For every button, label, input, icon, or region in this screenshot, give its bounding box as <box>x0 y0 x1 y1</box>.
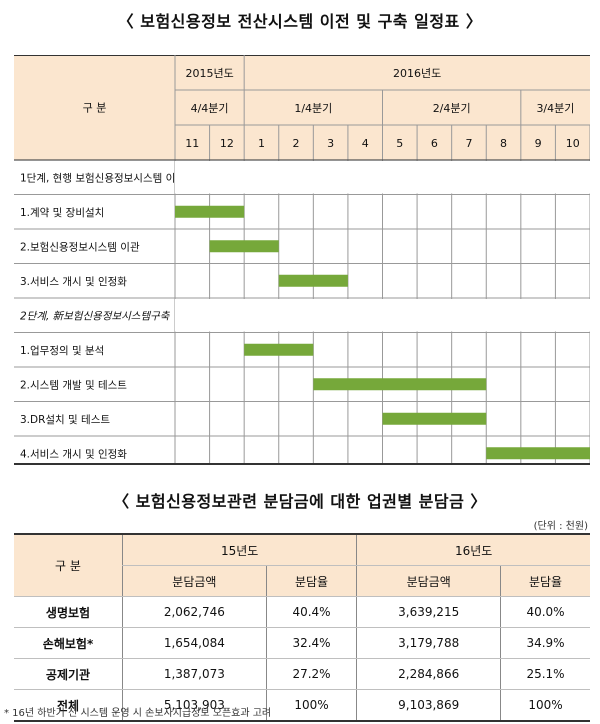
gantt-bar <box>175 205 245 218</box>
table-cell: 40.0% <box>500 596 590 628</box>
table-cell: 2,284,866 <box>356 658 501 690</box>
gantt-bar <box>244 343 314 356</box>
schedule-title: 〈 보험신용정보 전산시스템 이전 및 구축 일정표 〉 <box>117 12 483 31</box>
gantt-task-label: 3.서비스 개시 및 인정화 <box>20 276 127 288</box>
share-table: 구 분 15년도 16년도 분담금액 분담율 분담금액 분담율 생명보험 2,0… <box>14 533 590 722</box>
gantt-task-label: 2.보험신용정보시스템 이관 <box>20 241 140 253</box>
gantt-task-label: 1.계약 및 장비설치 <box>20 207 104 219</box>
category-header: 구 분 <box>83 102 107 115</box>
phase-row-blank <box>175 161 590 194</box>
table-row: 공제기관 1,387,073 27.2% 2,284,866 25.1% <box>14 658 590 690</box>
unit-label: (단위 : 천원) <box>533 521 588 532</box>
sub-header-rate: 분담율 <box>500 565 590 597</box>
table-cell: 9,103,869 <box>356 689 501 722</box>
gantt-task-label: 1.업무정의 및 분석 <box>20 344 104 357</box>
month-label: 6 <box>431 137 438 150</box>
gantt-bar <box>382 412 487 425</box>
gantt-task-label: 3.DR설치 및 테스트 <box>20 414 110 426</box>
table-cell: 1,387,073 <box>122 658 267 690</box>
quarter-label: 4/4분기 <box>191 102 229 115</box>
footnote: * 16년 하반기 신 시스템 운영 시 손보사지급정보 오픈효과 고려 <box>4 708 272 719</box>
table-cell: 100% <box>265 689 357 722</box>
month-label: 12 <box>220 137 234 150</box>
gantt-bar <box>209 240 279 253</box>
gantt-bar <box>486 447 590 460</box>
gantt-phase-label: 1단계, 현행 보험신용정보시스템 이전 및 구축 <box>20 172 221 184</box>
table-cell: 1,654,084 <box>122 627 267 659</box>
schedule-gantt-chart: 2015년도 2016년도 4/4분기 1/4분기 2/4분기 3/4분기 11 12 1 2 3 4… <box>14 55 590 465</box>
table-row-total: 전체 5,103,903 100% 9,103,869 100% <box>14 689 590 722</box>
month-label: 9 <box>535 137 542 150</box>
row-name: 공제기관 <box>14 658 123 690</box>
quarter-label: 3/4분기 <box>536 102 574 115</box>
table-cell: 3,179,788 <box>356 627 501 659</box>
phase-row-blank <box>175 299 590 332</box>
year-label: 2016년도 <box>393 67 441 80</box>
year-label: 2015년도 <box>185 67 233 80</box>
sub-header-amount: 분담금액 <box>122 565 267 597</box>
row-name: 생명보험 <box>14 596 123 628</box>
table-row: 생명보험 2,062,746 40.4% 3,639,215 40.0% <box>14 596 590 628</box>
gantt-bar <box>313 378 487 391</box>
year-header-16: 16년도 <box>356 533 590 566</box>
month-label: 5 <box>396 137 403 150</box>
row-name: 전체 <box>14 689 123 722</box>
table-cell: 25.1% <box>500 658 590 690</box>
gantt-task-label: 2.시스템 개발 및 테스트 <box>20 379 127 391</box>
gantt-bar <box>278 274 348 287</box>
table-cell: 2,062,746 <box>122 596 267 628</box>
month-label: 7 <box>465 137 472 150</box>
table-cell: 40.4% <box>265 596 357 628</box>
category-header: 구 분 <box>14 533 123 597</box>
month-label: 11 <box>185 137 199 150</box>
table-cell: 27.2% <box>265 658 357 690</box>
row-name: 손해보험* <box>14 627 123 659</box>
gantt-task-label: 4.서비스 개시 및 인정화 <box>20 448 127 460</box>
quarter-label: 2/4분기 <box>433 102 471 115</box>
month-label: 8 <box>500 137 507 150</box>
table-cell: 100% <box>500 689 590 722</box>
gantt-phase-label: 2단계, 新보험신용정보시스템구축 <box>20 310 171 322</box>
table-cell: 32.4% <box>265 627 357 659</box>
share-title: 〈 보험신용정보관련 분담금에 대한 업권별 분담금 〉 <box>113 492 487 511</box>
month-label: 10 <box>566 137 580 150</box>
quarter-label: 1/4분기 <box>294 102 332 115</box>
table-cell: 3,639,215 <box>356 596 501 628</box>
table-row: 손해보험* 1,654,084 32.4% 3,179,788 34.9% <box>14 627 590 659</box>
sub-header-rate: 분담율 <box>265 565 357 597</box>
table-cell: 34.9% <box>500 627 590 659</box>
gantt-header-background <box>14 55 590 160</box>
month-label: 1 <box>258 137 265 150</box>
sub-header-amount: 분담금액 <box>356 565 501 597</box>
table-cell: 5,103,903 <box>122 689 267 722</box>
month-label: 2 <box>293 137 300 150</box>
year-header-15: 15년도 <box>121 533 357 566</box>
month-label: 4 <box>362 137 369 150</box>
month-label: 3 <box>327 137 334 150</box>
